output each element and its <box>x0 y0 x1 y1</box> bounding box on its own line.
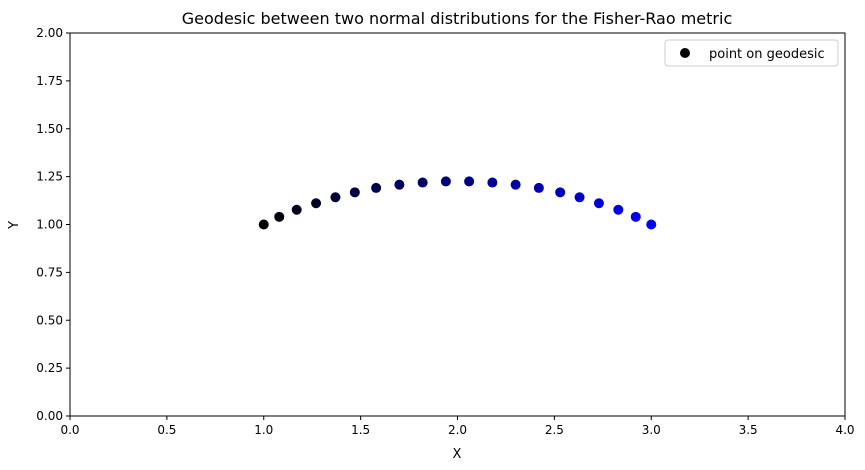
legend-marker <box>680 48 690 58</box>
geodesic-point <box>464 176 475 187</box>
y-tick-label: 2.00 <box>36 26 63 40</box>
x-tick-label: 4.0 <box>835 423 854 437</box>
geodesic-point <box>274 211 285 222</box>
geodesic-point <box>613 204 624 215</box>
y-tick-label: 0.75 <box>36 265 63 279</box>
legend: point on geodesic <box>664 39 839 67</box>
x-tick-label: 3.0 <box>642 423 661 437</box>
geodesic-point <box>487 177 498 188</box>
y-axis-label: Y <box>7 221 22 230</box>
y-tick-label: 0.50 <box>36 313 63 327</box>
y-tick-label: 0.00 <box>36 409 63 423</box>
legend-label: point on geodesic <box>709 47 825 62</box>
geodesic-point <box>371 182 382 193</box>
data-points <box>258 176 657 230</box>
geodesic-point <box>533 182 544 193</box>
y-tick-label: 1.75 <box>36 74 63 88</box>
geodesic-point <box>417 177 428 188</box>
geodesic-point <box>630 211 641 222</box>
chart-title: Geodesic between two normal distribution… <box>182 9 732 28</box>
x-tick-label: 2.0 <box>448 423 467 437</box>
y-tick-label: 1.00 <box>36 218 63 232</box>
geodesic-point <box>555 187 566 198</box>
geodesic-point <box>349 187 360 198</box>
x-tick-label: 1.5 <box>351 423 370 437</box>
geodesic-point <box>574 192 585 203</box>
geodesic-point <box>593 198 604 209</box>
x-tick-label: 0.5 <box>157 423 176 437</box>
x-tick-label: 0.0 <box>60 423 79 437</box>
geodesic-point <box>330 192 341 203</box>
x-axis-ticks: 0.0 0.5 1.0 1.5 2.0 2.5 3.0 3.5 4.0 <box>60 416 855 437</box>
x-tick-label: 2.5 <box>545 423 564 437</box>
geodesic-point <box>510 179 521 190</box>
x-tick-label: 1.0 <box>254 423 273 437</box>
plot-frame <box>69 32 846 417</box>
y-tick-label: 1.25 <box>36 170 63 184</box>
geodesic-point <box>311 198 322 209</box>
y-tick-label: 1.50 <box>36 122 63 136</box>
geodesic-point <box>646 219 657 230</box>
x-tick-label: 3.5 <box>739 423 758 437</box>
geodesic-point <box>291 204 302 215</box>
geodesic-point <box>440 176 451 187</box>
y-tick-label: 0.25 <box>36 361 63 375</box>
geodesic-point <box>394 179 405 190</box>
y-axis-ticks: 0.00 0.25 0.50 0.75 1.00 1.25 1.50 1.75 2.00 <box>36 26 70 423</box>
x-axis-label: X <box>453 447 462 462</box>
geodesic-point <box>258 219 269 230</box>
legend-box <box>664 39 839 67</box>
